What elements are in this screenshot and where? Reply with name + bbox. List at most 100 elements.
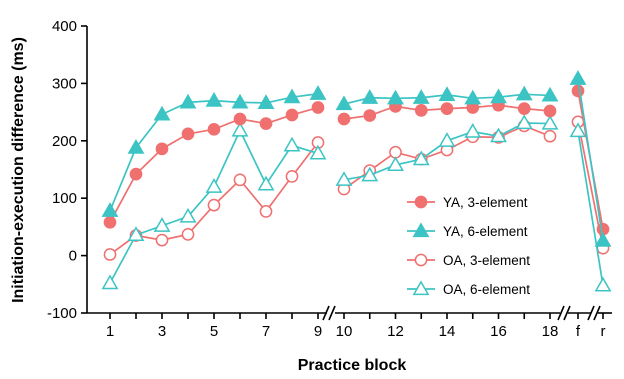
data-point-triangle [412,280,430,296]
data-point-triangle [335,95,353,111]
data-point-triangle [412,222,430,238]
legend-item: OA, 3-element [407,253,530,268]
data-point-triangle [541,114,559,130]
data-point-circle [440,102,454,116]
data-point-triangle [127,226,145,242]
axis-break-mark [563,305,571,321]
data-point-triangle [438,132,456,147]
data-point-triangle [179,207,197,223]
legend-label: YA, 3-element [443,195,528,210]
y-tick-label: 100 [52,190,77,207]
x-tick-label: 1 [106,323,114,340]
data-point-triangle [257,175,275,191]
data-point-circle [259,205,273,218]
x-tick-label: 12 [387,323,404,340]
axis-break-mark [322,305,330,321]
x-tick-label: 9 [314,323,322,340]
legend-item: YA, 3-element [407,195,528,210]
y-tick-label: 300 [52,75,77,92]
data-point-circle [155,142,169,156]
data-point-circle [233,173,247,187]
series-ya-6-element [101,70,612,247]
series-ya-3-element [103,84,610,236]
data-point-circle [259,117,273,130]
data-point-circle [207,122,221,136]
data-point-circle [155,233,169,247]
data-point-triangle [231,93,249,109]
data-point-circle [103,248,117,261]
axis-break-mark [557,305,565,321]
x-tick-label: 10 [336,323,353,340]
series-line [577,130,604,286]
data-point-triangle [464,89,482,105]
series-line [577,78,604,241]
data-point-circle [129,167,143,181]
x-tick-label: 18 [542,323,559,340]
y-tick-label: 200 [52,133,77,150]
data-point-circle [285,170,299,183]
series-layer [101,70,612,292]
data-point-triangle [412,89,430,104]
data-point-circle [389,145,402,159]
y-tick-label: 0 [69,248,77,265]
data-point-triangle [438,86,456,101]
data-point-triangle [387,89,404,105]
data-point-triangle [127,139,145,154]
data-point-triangle [205,178,223,193]
legend-item: YA, 6-element [407,222,528,239]
axis-break-mark [328,305,336,321]
y-tick-label: -100 [47,305,77,322]
legend-label: OA, 3-element [443,253,530,268]
data-point-triangle [283,136,301,152]
data-point-triangle [257,94,275,110]
data-point-triangle [464,122,482,138]
x-tick-label: f [576,323,581,340]
data-point-triangle [594,232,612,247]
data-point-triangle [594,276,612,292]
legend-label: YA, 6-element [443,224,528,239]
x-tick-label: 7 [262,323,270,340]
data-point-circle [414,195,428,209]
data-point-triangle [412,150,430,166]
data-point-triangle [569,122,587,138]
x-tick-label: 16 [490,323,507,340]
data-point-circle [517,102,531,116]
y-axis-title: Initiation-execution difference (ms) [10,37,27,303]
axis-layer: -100 0 100 200 300 400 1 3 5 7 9 10 12 14 16 18 f r [47,18,612,340]
data-point-circle [571,84,585,98]
data-point-triangle [101,274,119,290]
axis-break-mark [593,305,601,321]
data-point-circle [414,104,428,117]
data-point-circle [285,108,299,122]
data-point-triangle [387,156,404,172]
data-point-triangle [541,86,559,102]
series-oa-6-element [101,114,612,292]
data-point-triangle [101,202,119,217]
data-point-triangle [205,91,223,107]
data-point-triangle [309,144,327,160]
legend-label: OA, 6-element [443,282,530,297]
data-point-triangle [515,85,533,101]
data-point-circle [363,109,377,122]
data-point-circle [311,101,325,114]
data-point-triangle [153,105,171,121]
data-point-circle [543,104,557,118]
data-point-circle [337,112,351,126]
data-point-circle [414,253,428,267]
data-point-triangle [179,93,197,109]
legend: YA, 3-element YA, 6-element OA, 3-element O… [407,195,530,297]
data-point-triangle [309,85,327,100]
data-point-triangle [515,114,533,130]
data-point-triangle [231,121,249,137]
data-point-circle [103,215,117,229]
x-tick-label: 14 [439,323,456,340]
data-point-circle [181,228,195,241]
data-point-triangle [490,88,507,104]
y-tick-label: 400 [52,18,77,35]
x-tick-label: 5 [210,323,218,340]
legend-item: OA, 6-element [407,280,530,297]
data-point-triangle [361,89,379,104]
x-axis-title: Practice block [298,357,407,374]
data-point-circle [233,112,247,126]
